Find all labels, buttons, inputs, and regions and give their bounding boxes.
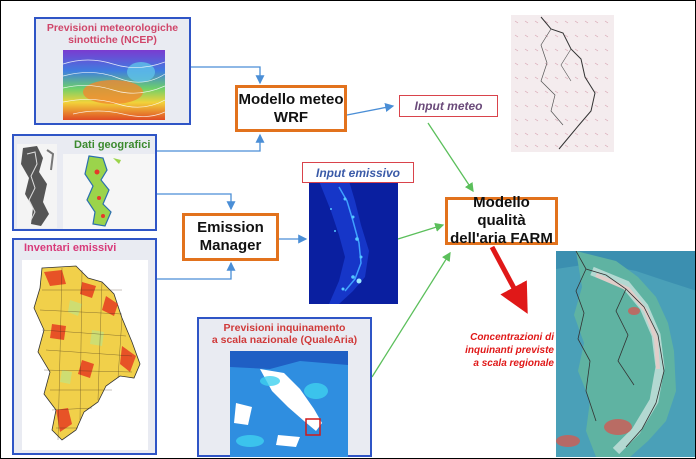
concentration-map [556, 251, 695, 457]
inventory-map [22, 260, 148, 450]
qualearia-map [230, 351, 348, 457]
input-emissivo-label: Input emissivo [302, 162, 414, 183]
arrow-meteo-to-farm [427, 122, 474, 193]
ncep-title: Previsioni meteorologiche sinottiche (NC… [46, 22, 179, 46]
qualearia-panel: Previsioni inquinamento a scala nazional… [197, 317, 372, 457]
farm-model-box: Modello qualità dell'aria FARM [445, 194, 558, 247]
arrow-wrf-to-input-meteo [346, 103, 395, 116]
arrow-ncep-to-wrf [191, 66, 265, 85]
emission-manager-box: Emission Manager [182, 213, 279, 261]
arrow-geo-to-wrf [157, 133, 265, 152]
arrow-farm-to-concentrations [489, 245, 528, 314]
concentrations-label: Concentrazioni di inquinanti previste a … [465, 332, 554, 369]
input-meteo-label: Input meteo [399, 95, 498, 117]
arrow-qualearia-to-farm [371, 251, 451, 378]
input-meteo-map [511, 15, 614, 152]
geo-data-panel: Dati geografici [12, 134, 157, 231]
ncep-forecast-panel: Previsioni meteorologiche sinottiche (NC… [34, 17, 191, 125]
arrow-inventory-to-emission [157, 261, 236, 280]
ncep-synoptic-map [63, 50, 165, 120]
qualearia-title: Previsioni inquinamento a scala nazional… [211, 322, 358, 346]
land-use-map [63, 154, 155, 229]
terrain-map [17, 144, 57, 228]
wrf-model-box: Modello meteo WRF [235, 85, 347, 132]
inventory-title: Inventari emissivi [24, 242, 117, 254]
arrow-geo-to-emission [157, 193, 236, 211]
arrow-emissivo-to-farm [397, 222, 445, 240]
emission-inventory-panel: Inventari emissivi [12, 238, 157, 455]
geo-title: Dati geografici [74, 139, 151, 151]
input-emissivo-map [309, 181, 398, 304]
